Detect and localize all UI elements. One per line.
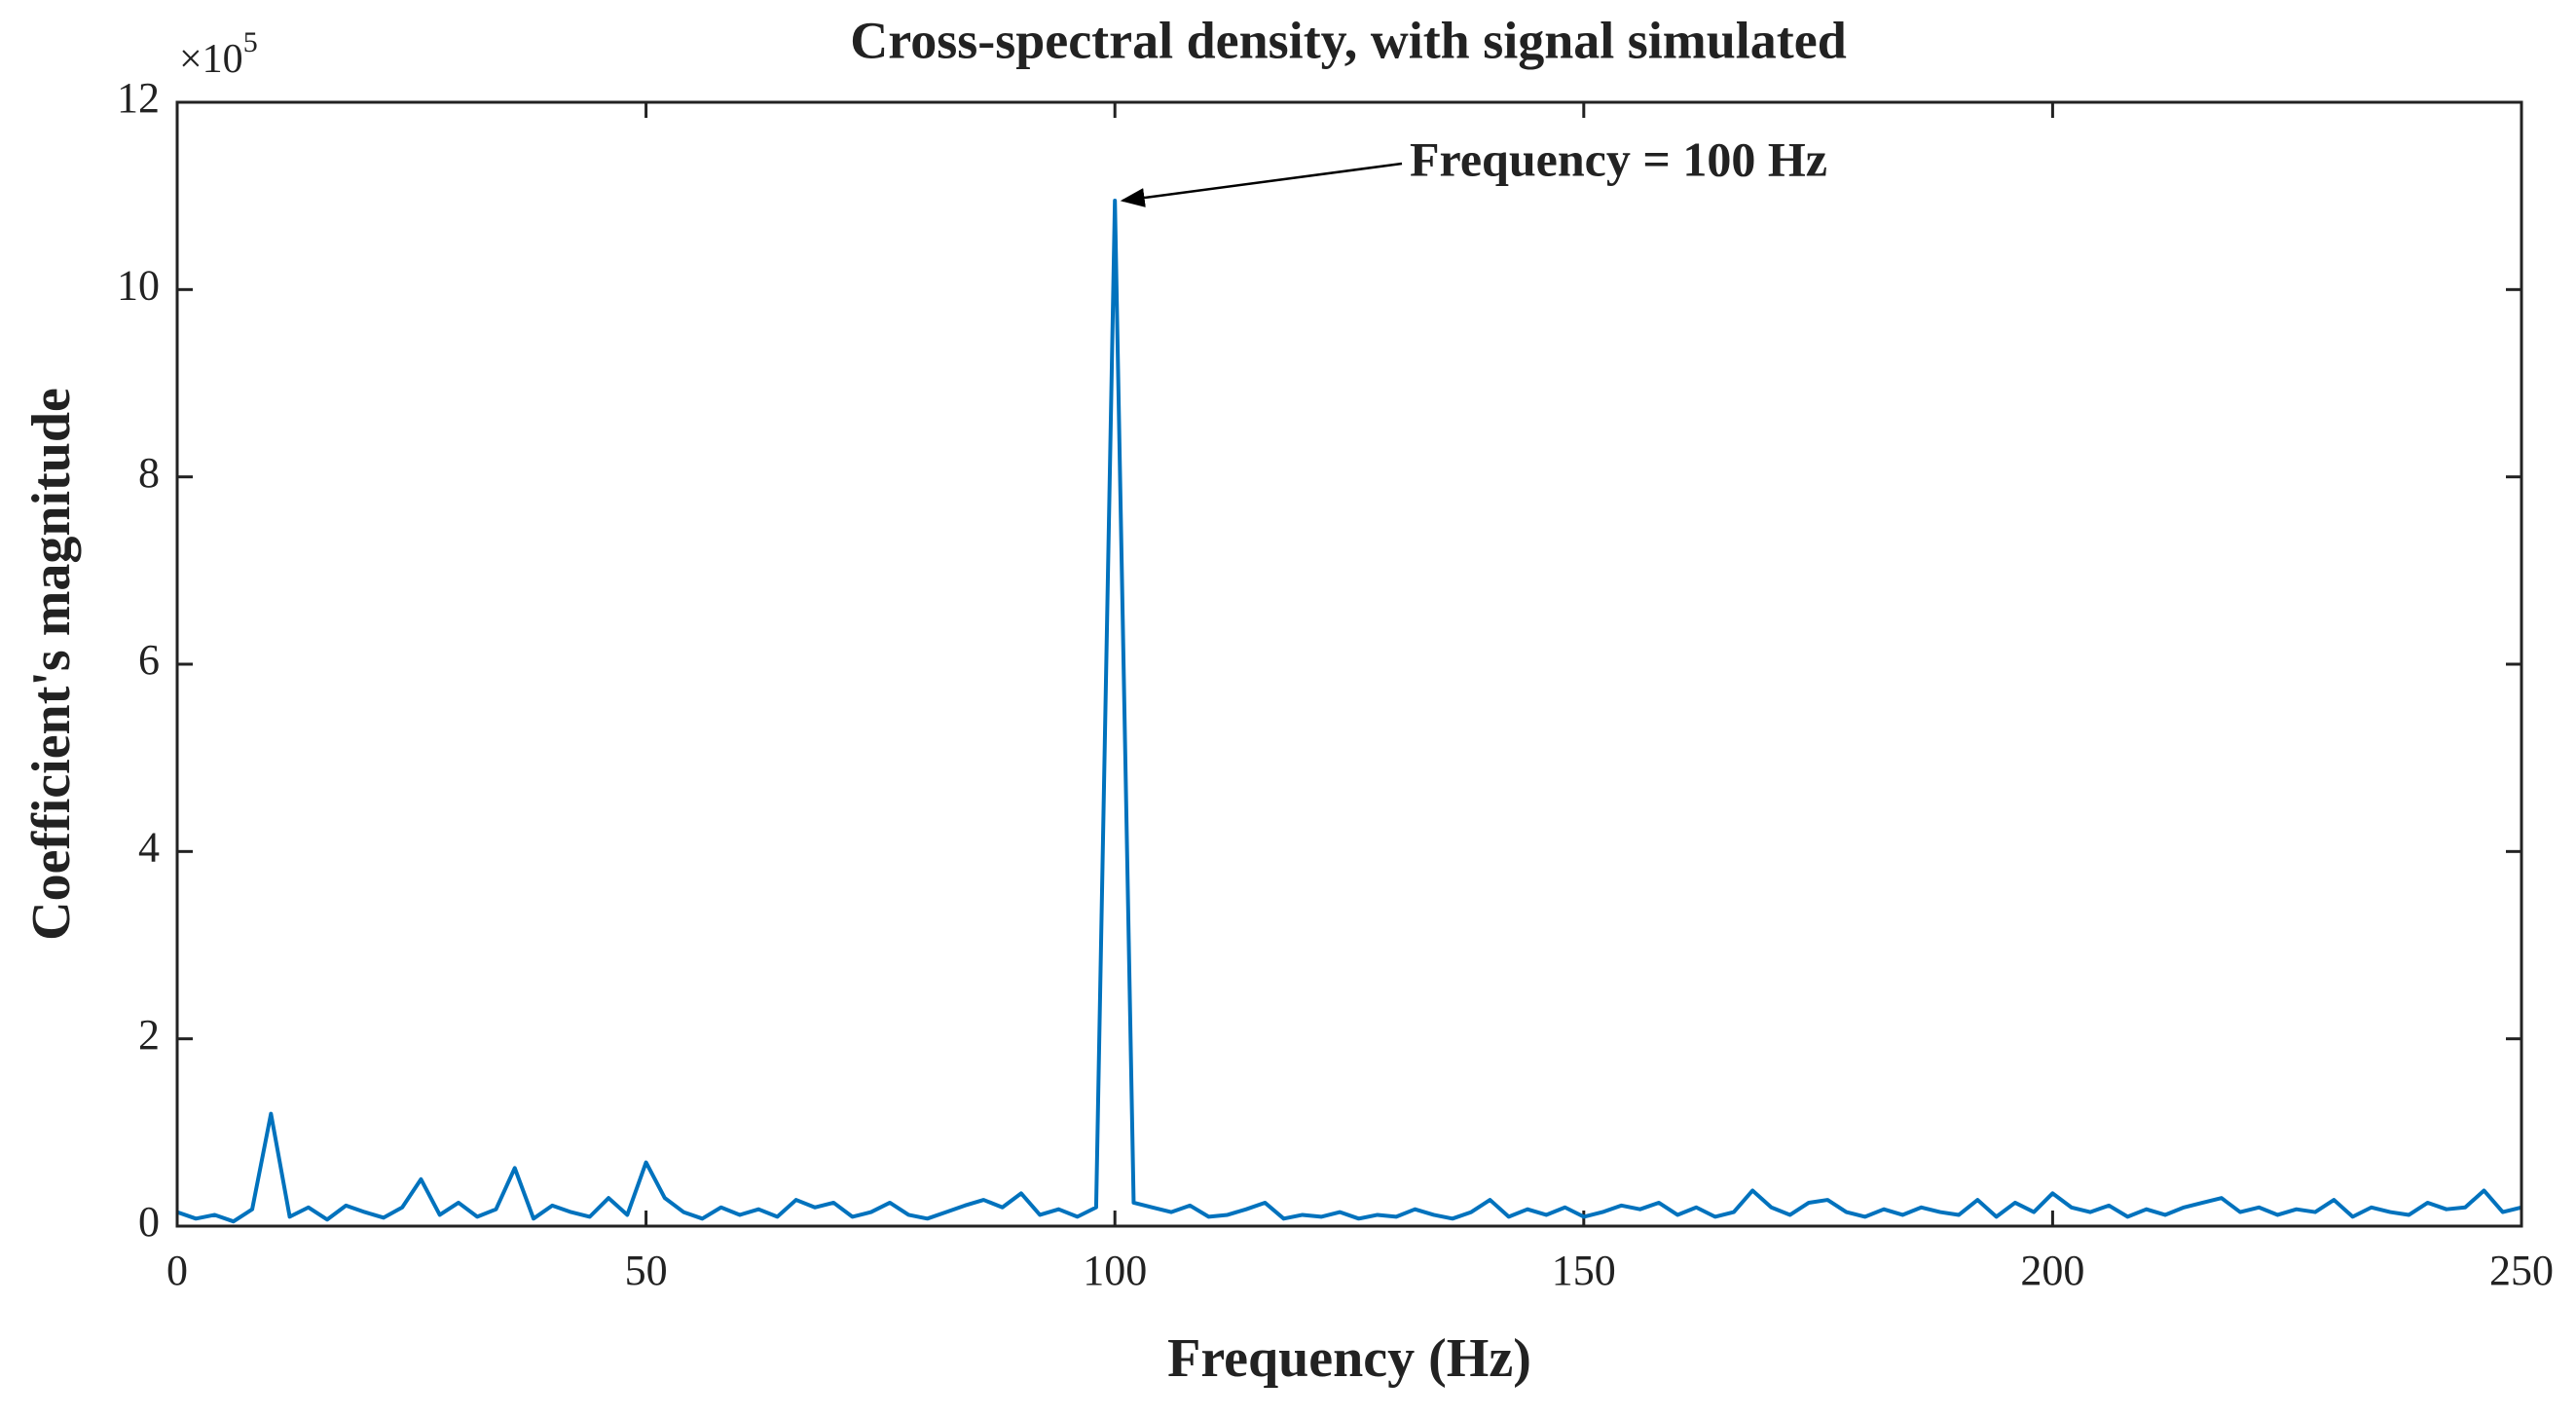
y-multiplier-base: ×10 — [179, 37, 243, 82]
x-tick-label: 50 — [625, 1247, 668, 1294]
y-tick-label: 0 — [138, 1198, 160, 1246]
y-tick-label: 10 — [117, 261, 160, 309]
x-axis-label: Frequency (Hz) — [1167, 1328, 1531, 1389]
y-tick-label: 4 — [138, 823, 160, 871]
annotation-text: Frequency = 100 Hz — [1410, 131, 1827, 186]
y-tick-label: 6 — [138, 636, 160, 684]
chart-title: Cross-spectral density, with signal simu… — [850, 11, 1847, 69]
y-multiplier: ×105 — [179, 26, 258, 82]
x-tick-label: 100 — [1083, 1247, 1147, 1294]
x-tick-label: 150 — [1552, 1247, 1616, 1294]
plot-frame — [175, 100, 2523, 1228]
y-tick-label: 8 — [138, 449, 160, 497]
data-line — [176, 198, 2522, 1224]
y-tick-label: 2 — [138, 1011, 160, 1059]
y-multiplier-exponent: 5 — [243, 26, 258, 58]
x-tick-label: 250 — [2489, 1247, 2554, 1294]
y-tick-label: 12 — [117, 74, 160, 122]
y-axis-label: Coefficient's magnitude — [21, 388, 82, 941]
x-tick-label: 200 — [2020, 1247, 2084, 1294]
annotation-arrow — [1120, 162, 1403, 207]
x-tick-label: 0 — [166, 1247, 188, 1294]
